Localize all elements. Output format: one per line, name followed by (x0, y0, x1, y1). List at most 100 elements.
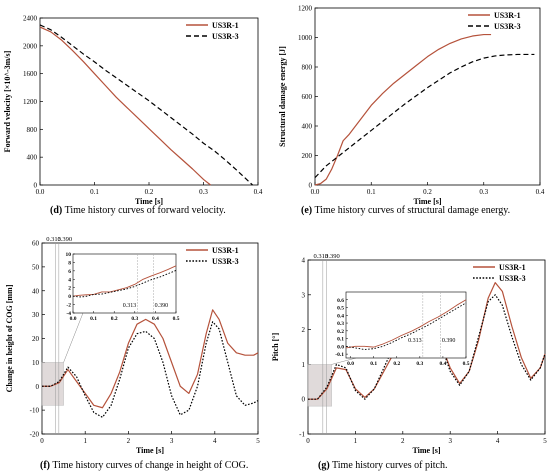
legend-label-f: US3R-3 (212, 257, 239, 266)
x-tick-label-e: 0.0 (311, 188, 320, 196)
y-tick-label-e: 600 (302, 93, 313, 101)
x-tick-label-e: 0.3 (479, 188, 488, 196)
inset-series-line-f-1 (72, 270, 177, 298)
inset-series-line-f-0 (72, 265, 177, 297)
inset-x-tick-label-g: 0.0 (347, 361, 354, 367)
inset-x-tick-label-f: 0.5 (173, 316, 180, 322)
inset-y-tick-label-f: 6 (68, 269, 71, 275)
caption-d: (d) Time history curves of forward veloc… (50, 205, 226, 216)
x-tick-label-g: 1 (354, 437, 358, 445)
chart-e: 0.0 0.1 0.2 0.3 0.4 0 200 400 600 800 1000 1200 Time… (278, 5, 545, 207)
x-tick-label-d: 0.3 (199, 188, 208, 196)
inset-f: 0.0 0.1 0.2 0.3 0.4 0.5 -4 -2 0 2 4 6 8 10 0.313 0.390 (66, 252, 180, 322)
x-tick-label-g: 2 (401, 437, 405, 445)
caption-e: (e) Time history curves of structural da… (301, 205, 510, 216)
y-tick-label-d: 1600 (23, 70, 38, 78)
legend-label-d: US3R-1 (212, 21, 239, 30)
y-tick-label-f: 60 (32, 240, 40, 248)
inset-y-tick-label-g: 0.1 (337, 337, 344, 343)
zoom-connector-f (63, 312, 84, 363)
inset-y-tick-label-g: -0.1 (335, 352, 344, 358)
legend-label-f: US3R-1 (212, 246, 239, 255)
inset-marker-label-f: 0.390 (155, 303, 169, 309)
inset-x-tick-label-g: 0.5 (463, 361, 470, 367)
inset-y-tick-label-f: 0 (68, 294, 71, 300)
chart-d: 0.0 0.1 0.2 0.3 0.4 0 400 800 1200 1600 2000 2400 Ti… (3, 15, 263, 207)
inset-x-tick-label-g: 0.4 (439, 361, 446, 367)
inset-x-tick-label-f: 0.0 (70, 316, 77, 322)
legend-label-d: US3R-3 (212, 32, 239, 41)
x-axis-label-e: Time [s] (413, 197, 441, 206)
caption-e-text: Time history curves of structural damage… (314, 205, 511, 216)
caption-d-text: Time history curves of forward velocity. (64, 205, 226, 216)
inset-marker-label-g: 0.313 (408, 338, 422, 344)
inset-y-tick-label-g: 0.6 (337, 298, 344, 304)
caption-g: (g) Time history curves of pitch. (318, 460, 447, 471)
y-tick-label-f: -20 (30, 431, 40, 439)
x-tick-label-g: 0 (306, 437, 310, 445)
inset-frame-g (345, 291, 467, 359)
x-tick-label-d: 0.0 (36, 188, 45, 196)
series-line-e-1 (314, 53, 535, 179)
y-tick-label-d: 1200 (23, 98, 38, 106)
x-tick-label-g: 5 (543, 437, 547, 445)
inset-y-tick-label-f: -4 (66, 311, 71, 317)
plot-frame-e (314, 7, 541, 186)
y-tick-label-f: 30 (32, 311, 40, 319)
caption-f-tag: (f) (40, 460, 50, 471)
x-tick-label-f: 0 (40, 437, 44, 445)
caption-e-tag: (e) (301, 205, 313, 216)
zoom-connector-g (331, 357, 357, 365)
inset-x-tick-label-g: 0.1 (370, 361, 377, 367)
y-tick-label-g: 4 (302, 257, 306, 265)
x-tick-label-f: 3 (170, 437, 174, 445)
legend-label-g: US3R-3 (499, 274, 526, 283)
time-marker-label-f: 0.313 (46, 236, 61, 243)
inset-y-tick-label-g: 0.3 (337, 321, 344, 327)
inset-series-line-g-0 (345, 299, 467, 349)
y-tick-label-f: 20 (32, 335, 40, 343)
x-axis-label-f: Time [s] (136, 446, 164, 455)
inset-y-tick-label-f: 4 (68, 277, 71, 283)
x-tick-label-e: 0.4 (536, 188, 545, 196)
inset-x-tick-label-g: 0.3 (416, 361, 423, 367)
inset-g: 0.0 0.1 0.2 0.3 0.4 0.5-0.10.00.10.20.30.40.5… (335, 291, 470, 367)
x-tick-label-e: 0.2 (423, 188, 432, 196)
inset-series-line-g-1 (345, 302, 467, 350)
y-tick-label-g: 0 (302, 396, 306, 404)
y-axis-label-d: Forward velocity [×10^-3m/s] (3, 50, 12, 152)
y-tick-label-f: 50 (32, 263, 40, 271)
series-line-d-1 (39, 24, 253, 186)
zoom-region-g (307, 364, 333, 407)
series-line-f-1 (42, 321, 259, 418)
y-tick-label-e: 1000 (298, 34, 313, 42)
legend-label-e: US3R-3 (494, 22, 521, 31)
inset-marker-label-g: 0.390 (442, 338, 456, 344)
inset-y-tick-label-f: -2 (66, 303, 71, 309)
y-tick-label-f: 10 (32, 359, 40, 367)
y-tick-label-d: 800 (27, 126, 38, 134)
inset-x-tick-label-f: 0.1 (90, 316, 97, 322)
x-tick-label-f: 4 (213, 437, 217, 445)
series-line-f-0 (42, 309, 259, 409)
x-tick-label-d: 0.4 (254, 188, 263, 196)
inset-y-tick-label-f: 10 (66, 252, 72, 258)
inset-y-tick-label-f: 2 (68, 286, 71, 292)
inset-x-tick-label-g: 0.2 (393, 361, 400, 367)
y-tick-label-f: 40 (32, 287, 40, 295)
x-tick-label-d: 0.1 (90, 188, 99, 196)
y-tick-label-d: 2000 (23, 42, 38, 50)
inset-x-tick-label-f: 0.4 (152, 316, 159, 322)
series-line-g-1 (308, 294, 546, 400)
x-tick-label-f: 1 (83, 437, 87, 445)
y-tick-label-f: -10 (30, 407, 40, 415)
y-tick-label-d: 2400 (23, 15, 38, 23)
x-tick-label-e: 0.1 (367, 188, 376, 196)
legend-label-g: US3R-1 (499, 263, 526, 272)
series-line-d-0 (39, 26, 211, 186)
inset-y-tick-label-f: 8 (68, 260, 71, 266)
x-tick-label-f: 5 (256, 437, 260, 445)
inset-y-tick-label-g: 0.0 (337, 344, 344, 350)
y-tick-label-g: 2 (302, 326, 306, 334)
